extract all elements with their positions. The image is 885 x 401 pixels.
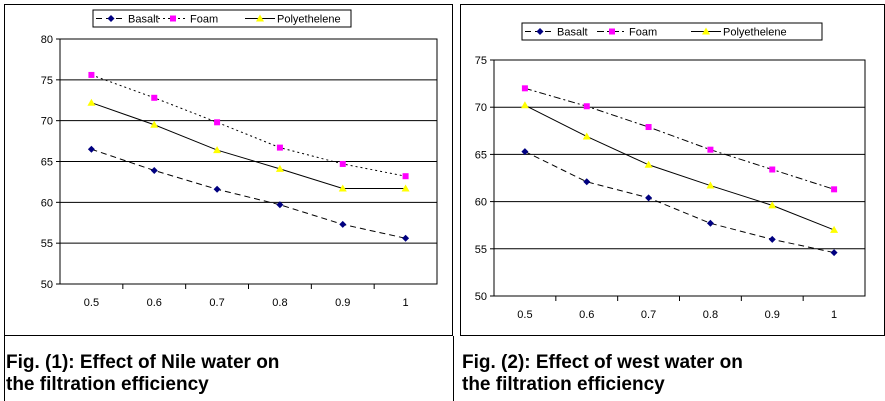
chart-1-point-foam-2 xyxy=(214,119,221,126)
chart-2-legend: Basalt Foam Polyethelene xyxy=(521,22,823,41)
caption-divider-left xyxy=(4,336,5,401)
chart-1-x-tick-label-5: 1 xyxy=(403,297,409,309)
chart-1-legend-label-polyethelene: Polyethelene xyxy=(277,14,341,26)
chart-2-legend-label-polyethelene: Polyethelene xyxy=(723,27,787,39)
chart-1-series-line-basalt xyxy=(91,148,406,239)
chart-2-point-foam-0 xyxy=(521,85,528,92)
chart-1-point-polyethelene-4 xyxy=(338,184,347,192)
chart-1-legend-marker-foam xyxy=(170,15,176,22)
chart-2-x-tick-label-3: 0.8 xyxy=(703,309,718,321)
chart-1-y-tick-label-3: 65 xyxy=(41,157,53,169)
chart-1-series-line-polyethelene xyxy=(91,102,406,189)
chart-2-y-tick-label-3: 65 xyxy=(475,149,487,161)
chart-2-legend-marker-basalt xyxy=(536,28,544,35)
chart-2-point-basalt-4 xyxy=(768,235,776,243)
figure-2-caption-line-2: the filtration efficiency xyxy=(462,374,665,395)
chart-1-point-basalt-5 xyxy=(402,234,410,242)
chart-2-point-foam-1 xyxy=(583,103,590,110)
chart-2-point-foam-2 xyxy=(645,124,652,131)
chart-1-point-basalt-2 xyxy=(213,185,221,193)
chart-2-legend-label-foam: Foam xyxy=(629,27,657,39)
chart-1-point-basalt-1 xyxy=(150,166,158,174)
chart-2-point-polyethelene-2 xyxy=(644,160,653,168)
chart-2-point-polyethelene-5 xyxy=(830,225,839,233)
chart-2-point-basalt-3 xyxy=(706,219,714,227)
chart-1-point-foam-4 xyxy=(339,160,346,167)
chart-1-x-tick-label-0: 0.5 xyxy=(84,297,99,309)
chart-2-y-tick-label-2: 60 xyxy=(475,197,487,209)
chart-1-series-line-foam xyxy=(91,74,406,177)
chart-2-x-tick-label-5: 1 xyxy=(831,309,837,321)
chart-1-point-foam-5 xyxy=(402,173,409,180)
figure-1-caption-line-2: the filtration efficiency xyxy=(6,374,209,395)
figure-2-caption: Fig. (2): Effect of west water on the fi… xyxy=(462,352,882,396)
chart-1-y-tick-label-0: 50 xyxy=(41,279,53,291)
chart-2-point-basalt-1 xyxy=(583,178,591,186)
chart-2-y-tick-label-4: 70 xyxy=(475,102,487,114)
figure-2-caption-line-1: Fig. (2): Effect of west water on xyxy=(462,352,743,373)
chart-2-point-polyethelene-0 xyxy=(520,101,529,109)
chart-1-y-tick-label-6: 80 xyxy=(41,34,53,46)
chart-2-x-tick-label-4: 0.9 xyxy=(765,309,780,321)
chart-2-x-tick-label-1: 0.6 xyxy=(579,309,594,321)
chart-2-series-line-foam xyxy=(524,87,835,190)
chart-2-point-basalt-5 xyxy=(830,249,838,257)
chart-1-legend-marker-basalt xyxy=(107,15,115,22)
chart-2-legend-box xyxy=(521,22,823,41)
chart-1-point-basalt-0 xyxy=(87,145,95,153)
caption-divider-middle xyxy=(453,336,454,401)
chart-1-point-polyethelene-3 xyxy=(275,164,284,172)
chart-2-point-polyethelene-4 xyxy=(768,201,777,209)
chart-2-legend-label-basalt: Basalt xyxy=(557,27,588,39)
chart-1-point-basalt-3 xyxy=(276,201,284,209)
chart-2-point-basalt-0 xyxy=(521,148,529,156)
chart-2-y-tick-label-0: 50 xyxy=(475,291,487,303)
chart-1-y-tick-label-5: 75 xyxy=(41,75,53,87)
chart-1-point-polyethelene-5 xyxy=(401,184,410,192)
chart-1-point-foam-1 xyxy=(151,94,158,101)
chart-1-y-tick-label-2: 60 xyxy=(41,197,53,209)
chart-1-x-tick-label-2: 0.7 xyxy=(209,297,224,309)
figure-1-caption-line-1: Fig. (1): Effect of Nile water on xyxy=(6,352,280,373)
chart-1-point-foam-3 xyxy=(276,144,283,151)
figure-1-caption: Fig. (1): Effect of Nile water on the fi… xyxy=(6,352,444,396)
chart-2-point-basalt-2 xyxy=(645,194,653,202)
chart-1-point-foam-0 xyxy=(88,71,95,78)
chart-1-x-tick-label-3: 0.8 xyxy=(272,297,287,309)
chart-2-series-line-polyethelene xyxy=(524,104,835,231)
chart-1-legend-box xyxy=(92,9,352,28)
chart-1-point-polyethelene-1 xyxy=(150,120,159,128)
chart-2-point-foam-4 xyxy=(769,166,776,173)
chart-2: 50 55 60 65 70 75 0.5 0.6 0.7 0.8 0.9 1 Basalt Foam Po… xyxy=(475,22,866,321)
chart-2-y-tick-label-1: 55 xyxy=(475,244,487,256)
chart-1-point-polyethelene-2 xyxy=(213,146,222,154)
chart-2-point-polyethelene-3 xyxy=(706,181,715,189)
chart-1: 50 55 60 65 70 75 80 0.5 0.6 0.7 0.8 0.9 1 Basalt Foam… xyxy=(41,9,438,309)
chart-2-x-tick-label-2: 0.7 xyxy=(641,309,656,321)
chart-2-y-tick-label-5: 75 xyxy=(475,55,487,67)
chart-2-point-foam-5 xyxy=(831,186,838,193)
chart-1-legend: Basalt Foam Polyethelene xyxy=(92,9,352,28)
chart-1-point-polyethelene-0 xyxy=(87,98,96,106)
chart-1-x-tick-label-4: 0.9 xyxy=(335,297,350,309)
chart-1-legend-label-basalt: Basalt xyxy=(128,14,159,26)
chart-2-legend-marker-polyethelene xyxy=(702,27,710,35)
chart-1-y-tick-label-1: 55 xyxy=(41,238,53,250)
chart-1-point-basalt-4 xyxy=(339,220,347,228)
chart-2-x-tick-label-0: 0.5 xyxy=(517,309,532,321)
figure-2-panel: 50 55 60 65 70 75 0.5 0.6 0.7 0.8 0.9 1 Basalt Foam Po… xyxy=(460,4,885,336)
chart-1-legend-marker-polyethelene xyxy=(256,14,264,22)
chart-2-series-line-basalt xyxy=(524,151,835,254)
chart-1-legend-label-foam: Foam xyxy=(190,14,218,26)
figure-1-panel: 50 55 60 65 70 75 80 0.5 0.6 0.7 0.8 0.9 1 Basalt Foam… xyxy=(4,4,453,336)
chart-2-point-foam-3 xyxy=(707,146,714,153)
chart-1-y-tick-label-4: 70 xyxy=(41,116,53,128)
chart-2-point-polyethelene-1 xyxy=(582,132,591,140)
chart-1-x-tick-label-1: 0.6 xyxy=(147,297,162,309)
chart-2-legend-marker-foam xyxy=(609,28,615,35)
